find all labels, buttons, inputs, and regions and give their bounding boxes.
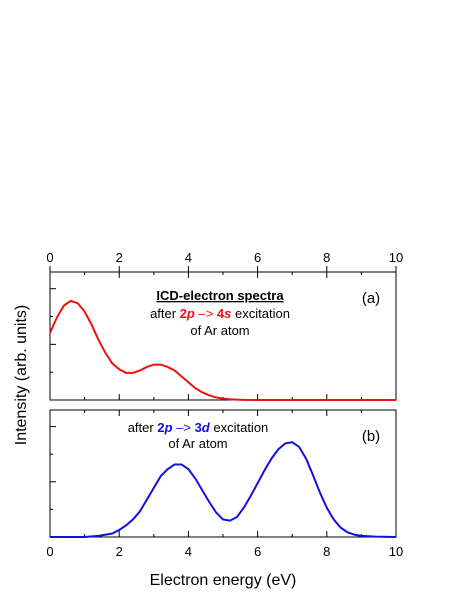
panel-b-tag: (b) [362, 428, 380, 445]
annotation-a-title: ICD-electron spectra [156, 288, 284, 303]
annotation-a-arrow: –> [195, 306, 217, 321]
bottom-x-tick-label: 4 [185, 544, 192, 559]
annotation-a-post: excitation [231, 306, 290, 321]
annotation-a-orbital-from-letter: p [186, 306, 195, 321]
bottom-x-tick-label: 0 [46, 544, 53, 559]
series-line-a [49, 299, 396, 401]
y-axis-label: Intensity (arb. units) [13, 305, 30, 446]
annotation-a-orbital-to-letter: s [224, 306, 231, 321]
x-axis-label: Electron energy (eV) [150, 572, 297, 589]
annotation-b-pre: after [128, 420, 158, 435]
top-x-tick-label: 10 [389, 250, 403, 265]
bottom-x-tick-label: 2 [116, 544, 123, 559]
bottom-x-tick-label: 8 [323, 544, 330, 559]
top-x-tick-label: 4 [185, 250, 192, 265]
bottom-x-tick-label: 10 [389, 544, 403, 559]
top-x-tick-labels: 0 2 4 6 8 10 [46, 250, 403, 265]
annotation-a-line1: after 2p –> 4s excitation [150, 306, 290, 321]
annotation-a-orbital-to-number: 4 [217, 306, 225, 321]
bottom-x-tick-labels: 0 2 4 6 8 10 [46, 544, 403, 559]
annotation-b-orbital-to-letter: d [202, 420, 211, 435]
top-x-tick-label: 6 [254, 250, 261, 265]
annotation-b-arrow: –> [173, 420, 195, 435]
annotation-a-line2: of Ar atom [190, 323, 249, 338]
annotation-b-post: excitation [210, 420, 269, 435]
annotation-b-orbital-from-number: 2 [157, 420, 164, 435]
annotation-b-orbital-from-letter: p [164, 420, 173, 435]
annotation-b-orbital-to-number: 3 [195, 420, 202, 435]
annotation-b-line1: after 2p –> 3d excitation [128, 420, 269, 435]
bottom-x-tick-label: 6 [254, 544, 261, 559]
panel-a-tag: (a) [362, 290, 380, 307]
series-line-b [50, 441, 397, 538]
top-x-tick-label: 2 [116, 250, 123, 265]
annotation-b-line2: of Ar atom [168, 436, 227, 451]
annotation-a-orbital-from-number: 2 [180, 306, 187, 321]
top-x-tick-label: 0 [46, 250, 53, 265]
annotation-a-pre: after [150, 306, 180, 321]
top-x-tick-label: 8 [323, 250, 330, 265]
